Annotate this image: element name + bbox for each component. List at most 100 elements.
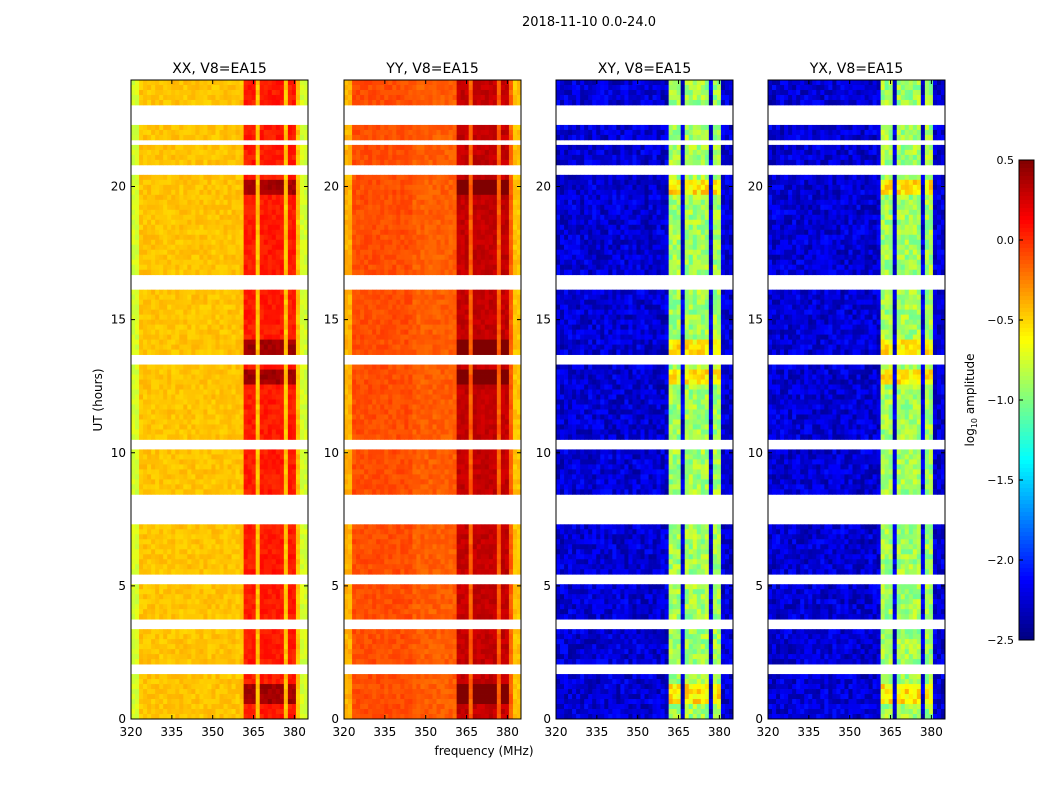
heatmap-cell <box>295 419 301 425</box>
heatmap-cell <box>247 659 253 665</box>
heatmap-cell <box>227 534 232 540</box>
heatmap-cell <box>247 649 253 655</box>
heatmap-cell <box>299 214 305 221</box>
heatmap-cell <box>207 129 212 136</box>
heatmap-cell <box>167 524 172 530</box>
heatmap-cell <box>151 329 156 335</box>
heatmap-cell <box>195 589 200 595</box>
heatmap-cell <box>303 394 309 400</box>
heatmap-cell <box>227 489 232 495</box>
heatmap-cell <box>147 294 152 301</box>
heatmap-cell <box>227 409 232 415</box>
heatmap-cell <box>163 609 168 615</box>
heatmap-cell <box>239 329 245 335</box>
heatmap-cell <box>392 154 397 161</box>
heatmap-cell <box>239 224 245 231</box>
heatmap-cell <box>364 89 369 96</box>
heatmap-cell <box>267 289 273 296</box>
heatmap-cell <box>267 654 273 660</box>
heatmap-cell <box>227 289 232 296</box>
heatmap-cell <box>267 134 273 141</box>
heatmap-cell <box>211 629 216 635</box>
heatmap-cell <box>271 179 277 186</box>
heatmap-cell <box>223 194 228 201</box>
heatmap-cell <box>215 714 220 720</box>
heatmap-cell <box>283 419 289 425</box>
heatmap-cell <box>147 674 152 680</box>
heatmap-cell <box>131 649 136 655</box>
heatmap-cell <box>171 329 176 335</box>
heatmap-cell <box>147 529 152 535</box>
heatmap-cell <box>167 649 172 655</box>
heatmap-cell <box>267 674 273 680</box>
heatmap-cell <box>175 549 180 555</box>
heatmap-cell <box>219 299 224 306</box>
heatmap-cell <box>287 389 293 395</box>
heatmap-cell <box>179 80 184 86</box>
heatmap-cell <box>247 709 253 715</box>
heatmap-cell <box>299 409 305 415</box>
heatmap-cell <box>436 84 441 91</box>
heatmap-cell <box>199 99 204 106</box>
heatmap-cell <box>215 249 220 256</box>
heatmap-cell <box>287 594 293 600</box>
heatmap-cell <box>279 234 285 241</box>
heatmap-cell <box>171 264 176 271</box>
heatmap-cell <box>372 129 377 136</box>
heatmap-cell <box>171 99 176 106</box>
heatmap-cell <box>251 184 257 191</box>
heatmap-cell <box>235 539 241 545</box>
heatmap-cell <box>235 459 241 465</box>
heatmap-cell <box>139 344 144 350</box>
heatmap-cell <box>259 144 265 151</box>
heatmap-cell <box>167 409 172 415</box>
heatmap-cell <box>275 629 281 635</box>
heatmap-cell <box>167 654 172 660</box>
heatmap-cell <box>179 709 184 715</box>
heatmap-cell <box>151 424 156 430</box>
heatmap-cell <box>159 289 164 296</box>
heatmap-cell <box>303 544 309 550</box>
heatmap-cell <box>187 149 192 156</box>
heatmap-cell <box>155 339 160 345</box>
heatmap-cell <box>131 524 136 530</box>
heatmap-cell <box>159 299 164 306</box>
heatmap-cell <box>279 344 285 350</box>
heatmap-cell <box>207 204 212 211</box>
heatmap-cell <box>215 89 220 96</box>
heatmap-cell <box>167 689 172 695</box>
heatmap-cell <box>135 219 140 226</box>
heatmap-cell <box>295 229 301 236</box>
heatmap-cell <box>263 454 269 460</box>
heatmap-cell <box>287 319 293 326</box>
heatmap-cell <box>283 654 289 660</box>
heatmap-cell <box>183 449 188 455</box>
heatmap-cell <box>239 639 245 645</box>
heatmap-cell <box>155 239 160 246</box>
heatmap-cell <box>239 454 245 460</box>
heatmap-cell <box>147 369 152 375</box>
heatmap-cell <box>231 684 236 690</box>
heatmap-cell <box>247 144 253 151</box>
heatmap-cell <box>291 629 297 635</box>
heatmap-cell <box>187 599 192 605</box>
heatmap-cell <box>235 414 241 420</box>
heatmap-cell <box>275 134 281 141</box>
heatmap-cell <box>151 404 156 410</box>
heatmap-cell <box>255 229 261 236</box>
heatmap-cell <box>135 154 140 161</box>
heatmap-cell <box>271 604 277 610</box>
heatmap-cell <box>279 584 285 590</box>
heatmap-cell <box>131 604 136 610</box>
heatmap-cell <box>259 224 265 231</box>
heatmap-cell <box>239 459 245 465</box>
heatmap-cell <box>388 154 393 161</box>
heatmap-cell <box>444 134 449 141</box>
heatmap-cell <box>135 329 140 335</box>
heatmap-cell <box>259 384 265 390</box>
heatmap-cell <box>199 209 204 216</box>
heatmap-cell <box>283 299 289 306</box>
heatmap-cell <box>139 649 144 655</box>
heatmap-cell <box>283 364 289 370</box>
heatmap-cell <box>404 154 409 161</box>
